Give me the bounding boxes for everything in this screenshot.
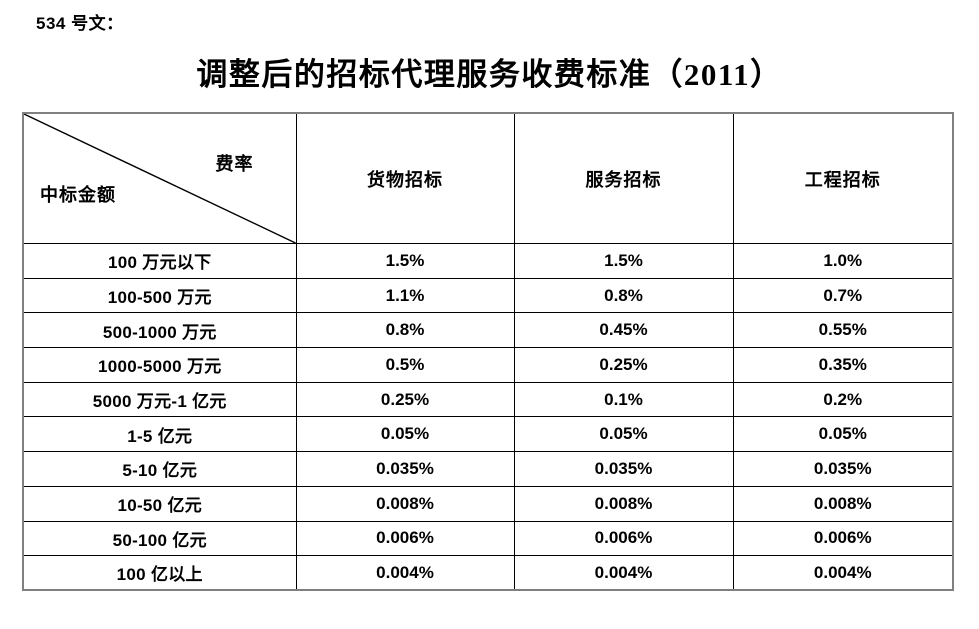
corner-label-rate: 费率: [215, 154, 254, 174]
doc-number-label: 534 号文：: [36, 14, 124, 33]
table-row: 500-1000 万元 0.8% 0.45% 0.55%: [22, 312, 954, 349]
row-label: 100-500 万元: [22, 277, 297, 314]
rate-cell-service: 0.45%: [513, 312, 734, 349]
page-title: 调整后的招标代理服务收费标准（2011）: [196, 57, 783, 92]
table-row: 10-50 亿元 0.008% 0.008% 0.008%: [22, 485, 954, 522]
table-row: 1-5 亿元 0.05% 0.05% 0.05%: [22, 416, 954, 453]
rate-cell-goods: 0.008%: [295, 485, 515, 522]
rate-cell-engineering: 1.0%: [732, 243, 954, 279]
diagonal-divider-line: [24, 114, 296, 243]
diagonal-corner-cell: 费率 中标金额: [22, 112, 297, 244]
rate-cell-service: 0.8%: [513, 277, 734, 314]
rate-cell-goods: 0.5%: [295, 347, 515, 383]
rate-cell-engineering: 0.55%: [732, 312, 954, 349]
rate-cell-engineering: 0.2%: [732, 381, 954, 418]
column-header-goods: 货物招标: [295, 112, 515, 244]
row-label: 50-100 亿元: [22, 520, 297, 557]
table-row: 5000 万元-1 亿元 0.25% 0.1% 0.2%: [22, 381, 954, 418]
row-label: 500-1000 万元: [22, 312, 297, 349]
rate-cell-engineering: 0.05%: [732, 416, 954, 453]
column-header-service: 服务招标: [513, 112, 734, 244]
row-label: 5000 万元-1 亿元: [22, 381, 297, 418]
rate-cell-service: 1.5%: [513, 243, 734, 279]
rate-cell-service: 0.008%: [513, 485, 734, 522]
rate-cell-service: 0.004%: [513, 555, 734, 591]
rate-cell-goods: 0.05%: [295, 416, 515, 453]
rate-cell-service: 0.25%: [513, 347, 734, 383]
rate-cell-goods: 0.8%: [295, 312, 515, 349]
rate-cell-engineering: 0.004%: [732, 555, 954, 591]
rate-cell-goods: 0.25%: [295, 381, 515, 418]
table-row: 100 万元以下 1.5% 1.5% 1.0%: [22, 243, 954, 279]
rate-cell-engineering: 0.008%: [732, 485, 954, 522]
rate-cell-engineering: 0.7%: [732, 277, 954, 314]
table-row: 100-500 万元 1.1% 0.8% 0.7%: [22, 277, 954, 314]
table-row: 5-10 亿元 0.035% 0.035% 0.035%: [22, 451, 954, 487]
rate-cell-engineering: 0.35%: [732, 347, 954, 383]
rate-cell-service: 0.006%: [513, 520, 734, 557]
table-row: 1000-5000 万元 0.5% 0.25% 0.35%: [22, 347, 954, 383]
table-row: 50-100 亿元 0.006% 0.006% 0.006%: [22, 520, 954, 557]
row-label: 1000-5000 万元: [22, 347, 297, 383]
table-row: 100 亿以上 0.004% 0.004% 0.004%: [22, 555, 954, 591]
rate-cell-service: 0.1%: [513, 381, 734, 418]
rate-cell-goods: 0.035%: [295, 451, 515, 487]
rate-cell-engineering: 0.006%: [732, 520, 954, 557]
rate-cell-goods: 0.006%: [295, 520, 515, 557]
rate-cell-goods: 1.1%: [295, 277, 515, 314]
row-label: 100 万元以下: [22, 243, 297, 279]
row-label: 100 亿以上: [22, 555, 297, 591]
table-header-row: 费率 中标金额 货物招标 服务招标 工程招标: [22, 112, 954, 244]
rate-cell-service: 0.035%: [513, 451, 734, 487]
corner-label-amount: 中标金额: [40, 185, 116, 205]
rate-cell-goods: 1.5%: [295, 243, 515, 279]
row-label: 5-10 亿元: [22, 451, 297, 487]
rate-cell-goods: 0.004%: [295, 555, 515, 591]
rate-cell-engineering: 0.035%: [732, 451, 954, 487]
column-header-engineering: 工程招标: [732, 112, 954, 244]
rate-cell-service: 0.05%: [513, 416, 734, 453]
row-label: 10-50 亿元: [22, 485, 297, 522]
row-label: 1-5 亿元: [22, 416, 297, 453]
fee-standard-table: 费率 中标金额 货物招标 服务招标 工程招标 100 万元以下 1.5% 1.5…: [22, 112, 954, 592]
